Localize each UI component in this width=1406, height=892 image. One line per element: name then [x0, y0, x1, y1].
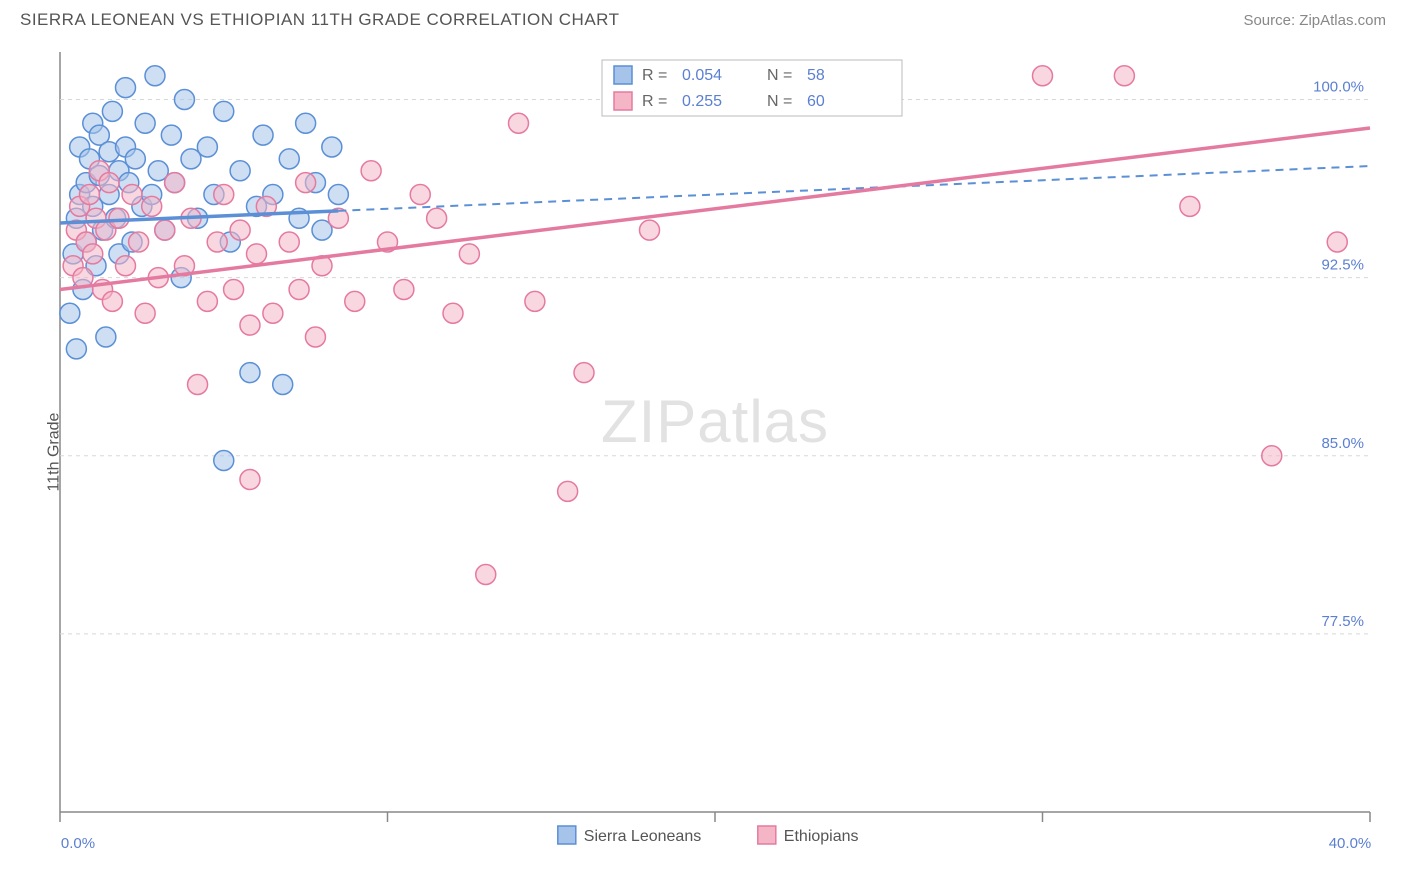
- data-point: [1180, 196, 1200, 216]
- data-point: [394, 280, 414, 300]
- data-point: [328, 185, 348, 205]
- data-point: [263, 303, 283, 323]
- data-point: [214, 185, 234, 205]
- data-point: [197, 137, 217, 157]
- data-point: [253, 125, 273, 145]
- chart-title: SIERRA LEONEAN VS ETHIOPIAN 11TH GRADE C…: [20, 10, 620, 30]
- data-point: [122, 185, 142, 205]
- trend-line-dashed: [338, 166, 1370, 211]
- bottom-legend-swatch: [758, 826, 776, 844]
- data-point: [296, 113, 316, 133]
- data-point: [60, 303, 80, 323]
- data-point: [558, 481, 578, 501]
- data-point: [476, 565, 496, 585]
- legend-n-label: N =: [767, 93, 792, 110]
- data-point: [214, 451, 234, 471]
- data-point: [240, 363, 260, 383]
- data-point: [322, 137, 342, 157]
- bottom-legend-label: Sierra Leoneans: [584, 828, 701, 845]
- data-point: [125, 149, 145, 169]
- data-point: [109, 208, 129, 228]
- data-point: [135, 303, 155, 323]
- data-point: [574, 363, 594, 383]
- legend-r-value: 0.054: [682, 67, 722, 84]
- chart-source: Source: ZipAtlas.com: [1243, 12, 1386, 29]
- data-point: [102, 291, 122, 311]
- data-point: [1327, 232, 1347, 252]
- data-point: [361, 161, 381, 181]
- watermark: ZIPatlas: [601, 388, 829, 455]
- data-point: [410, 185, 430, 205]
- data-point: [443, 303, 463, 323]
- data-point: [509, 113, 529, 133]
- data-point: [145, 66, 165, 86]
- x-tick-label: 0.0%: [61, 835, 95, 852]
- data-point: [345, 291, 365, 311]
- legend-r-value: 0.255: [682, 93, 722, 110]
- data-point: [165, 173, 185, 193]
- data-point: [240, 315, 260, 335]
- legend-n-value: 58: [807, 67, 825, 84]
- data-point: [305, 327, 325, 347]
- data-point: [197, 291, 217, 311]
- y-tick-label: 100.0%: [1313, 79, 1364, 96]
- data-point: [174, 90, 194, 110]
- data-point: [525, 291, 545, 311]
- data-point: [188, 375, 208, 395]
- y-tick-label: 92.5%: [1321, 257, 1364, 274]
- data-point: [83, 244, 103, 264]
- data-point: [129, 232, 149, 252]
- data-point: [240, 470, 260, 490]
- data-point: [214, 101, 234, 121]
- chart-header: SIERRA LEONEAN VS ETHIOPIAN 11TH GRADE C…: [0, 0, 1406, 36]
- data-point: [102, 101, 122, 121]
- data-point: [116, 78, 136, 98]
- data-point: [79, 185, 99, 205]
- data-point: [1033, 66, 1053, 86]
- data-point: [296, 173, 316, 193]
- data-point: [230, 220, 250, 240]
- data-point: [142, 196, 162, 216]
- data-point: [96, 327, 116, 347]
- data-point: [224, 280, 244, 300]
- y-tick-label: 85.0%: [1321, 435, 1364, 452]
- legend-r-label: R =: [642, 67, 667, 84]
- data-point: [273, 375, 293, 395]
- legend-swatch: [614, 92, 632, 110]
- data-point: [155, 220, 175, 240]
- chart-area: 11th Grade 77.5%85.0%92.5%100.0%0.0%40.0…: [50, 42, 1390, 862]
- data-point: [207, 232, 227, 252]
- y-tick-label: 77.5%: [1321, 613, 1364, 630]
- data-point: [135, 113, 155, 133]
- bottom-legend-swatch: [558, 826, 576, 844]
- data-point: [99, 173, 119, 193]
- legend-swatch: [614, 66, 632, 84]
- data-point: [66, 339, 86, 359]
- data-point: [279, 149, 299, 169]
- scatter-chart-svg: 77.5% 85.0% 92.5% 100.0% 0.0% 40.0% ZIPatlas R …: [50, 42, 1390, 862]
- legend-n-label: N =: [767, 67, 792, 84]
- data-point: [640, 220, 660, 240]
- data-point: [247, 244, 267, 264]
- y-axis-label: 11th Grade: [45, 413, 63, 492]
- data-point: [289, 280, 309, 300]
- data-point: [116, 256, 136, 276]
- legend-n-value: 60: [807, 93, 825, 110]
- data-point: [459, 244, 479, 264]
- data-point: [1114, 66, 1134, 86]
- data-point: [1262, 446, 1282, 466]
- data-point: [161, 125, 181, 145]
- bottom-legend-label: Ethiopians: [784, 828, 859, 845]
- data-point: [427, 208, 447, 228]
- x-tick-label: 40.0%: [1329, 835, 1372, 852]
- data-point: [279, 232, 299, 252]
- legend-r-label: R =: [642, 93, 667, 110]
- data-point: [230, 161, 250, 181]
